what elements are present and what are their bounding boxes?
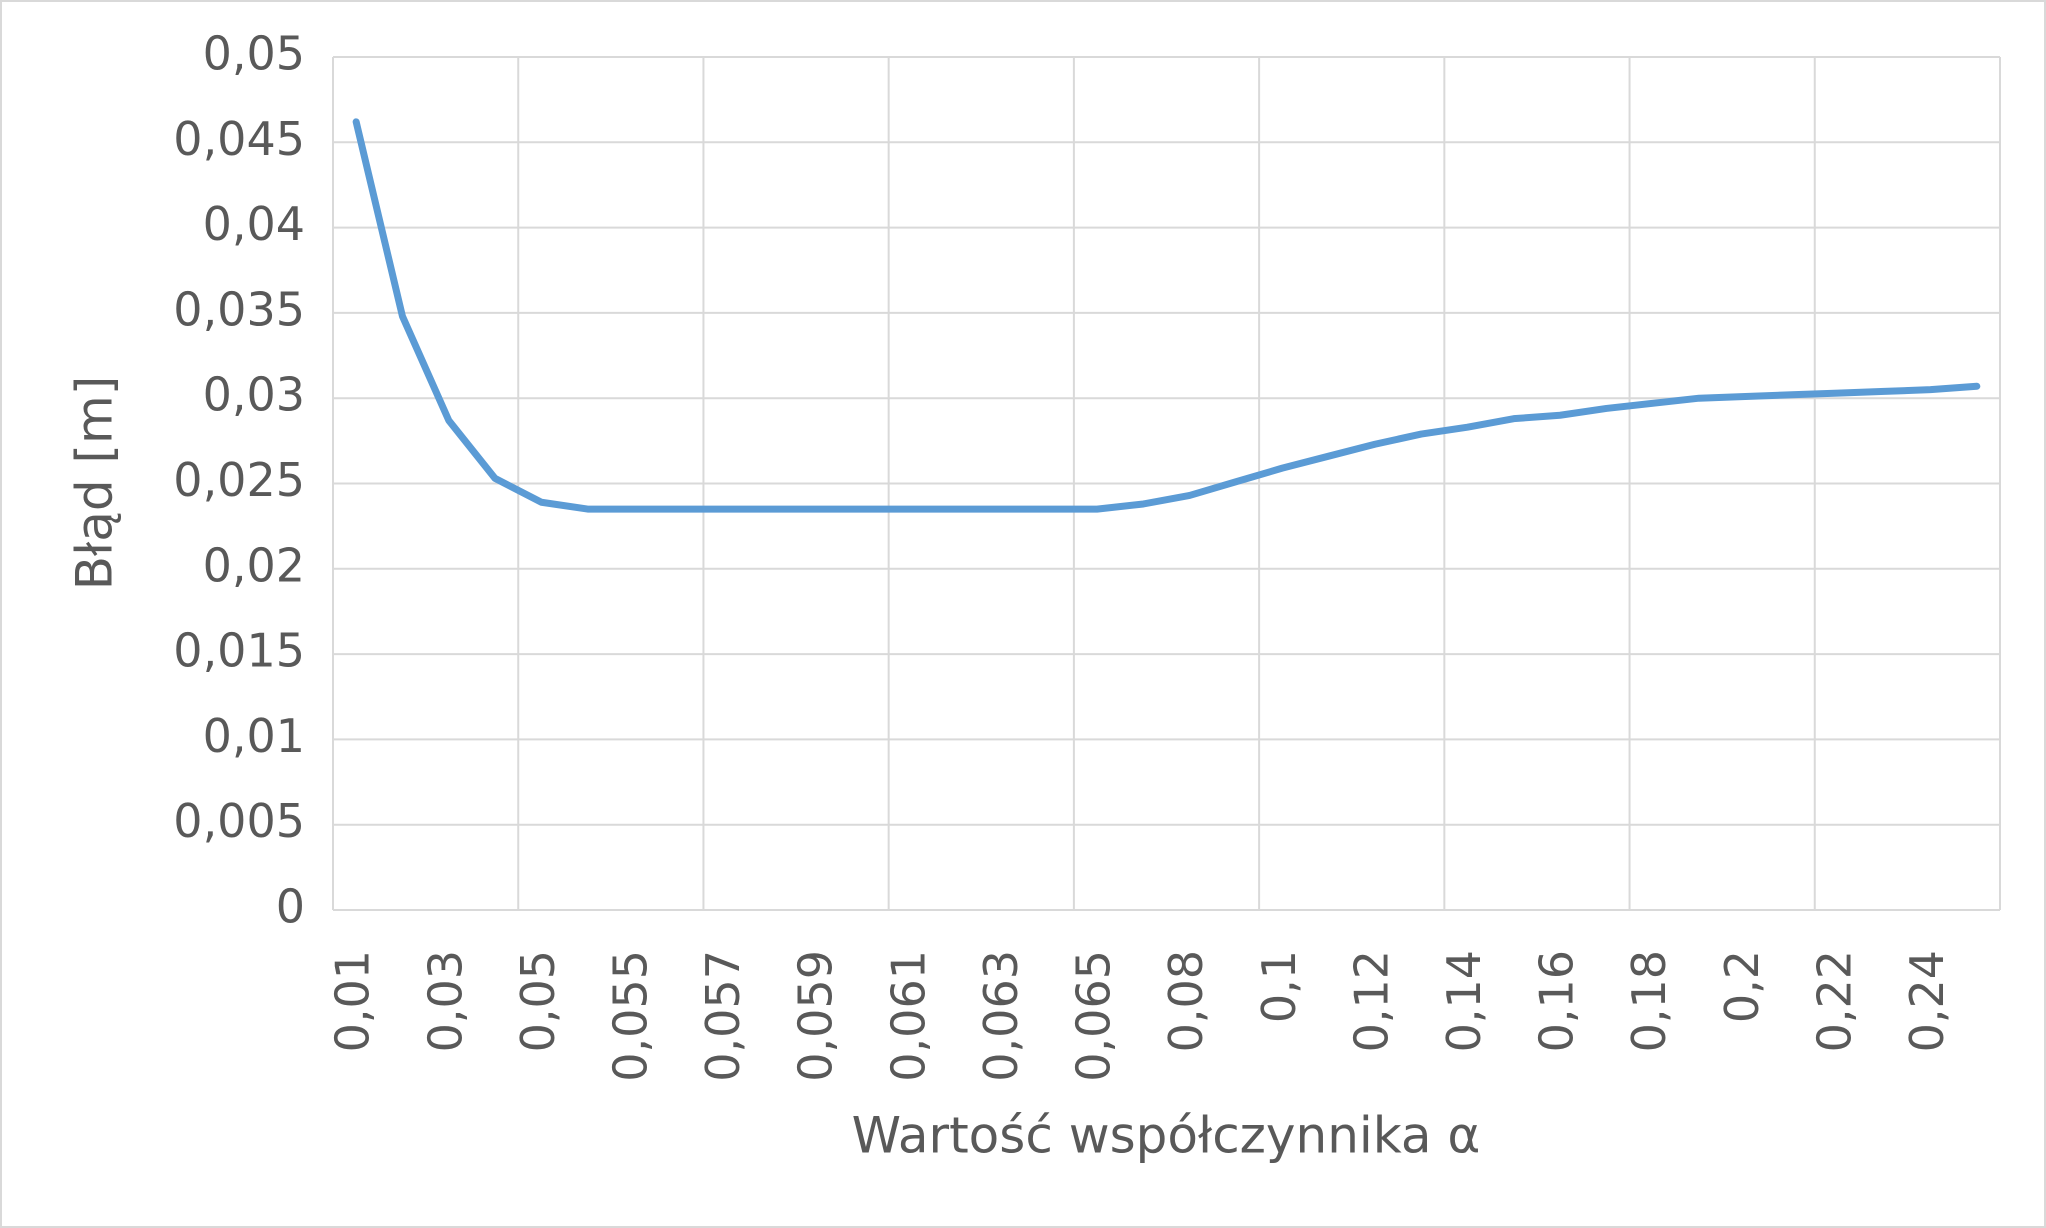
x-tick-label: 0,057	[696, 950, 750, 1082]
x-tick-label: 0,03	[418, 950, 472, 1052]
y-tick-label: 0,045	[173, 112, 305, 166]
y-tick-label: 0,005	[173, 794, 305, 848]
x-tick-label: 0,063	[974, 950, 1028, 1082]
x-tick-label: 0,1	[1252, 950, 1306, 1023]
y-tick-label: 0,02	[203, 538, 305, 592]
x-tick-label: 0,24	[1900, 950, 1954, 1052]
y-tick-label: 0,025	[173, 453, 305, 507]
x-tick-label: 0,065	[1067, 950, 1121, 1082]
y-tick-label: 0,04	[203, 197, 305, 251]
x-tick-label: 0,061	[881, 950, 935, 1082]
x-tick-label: 0,08	[1159, 950, 1213, 1052]
x-tick-label: 0,059	[789, 950, 843, 1082]
x-tick-label: 0,14	[1437, 950, 1491, 1052]
y-tick-label: 0,035	[173, 282, 305, 336]
y-tick-label: 0,015	[173, 624, 305, 678]
x-tick-label: 0,16	[1530, 950, 1584, 1052]
y-tick-label: 0,05	[203, 27, 305, 81]
x-tick-label: 0,2	[1715, 950, 1769, 1023]
y-axis-title: Błąd [m]	[66, 376, 124, 591]
x-tick-label: 0,01	[326, 950, 380, 1052]
y-tick-label: 0,03	[203, 368, 305, 422]
x-tick-label: 0,22	[1807, 950, 1861, 1052]
x-tick-label: 0,05	[511, 950, 565, 1052]
y-tick-label: 0	[276, 880, 305, 934]
x-axis-title: Wartość współczynnika α	[852, 1107, 1481, 1165]
x-tick-label: 0,18	[1622, 950, 1676, 1052]
x-tick-label: 0,055	[603, 950, 657, 1082]
y-tick-label: 0,01	[203, 709, 305, 763]
x-tick-label: 0,12	[1344, 950, 1398, 1052]
data-line	[352, 118, 1981, 513]
